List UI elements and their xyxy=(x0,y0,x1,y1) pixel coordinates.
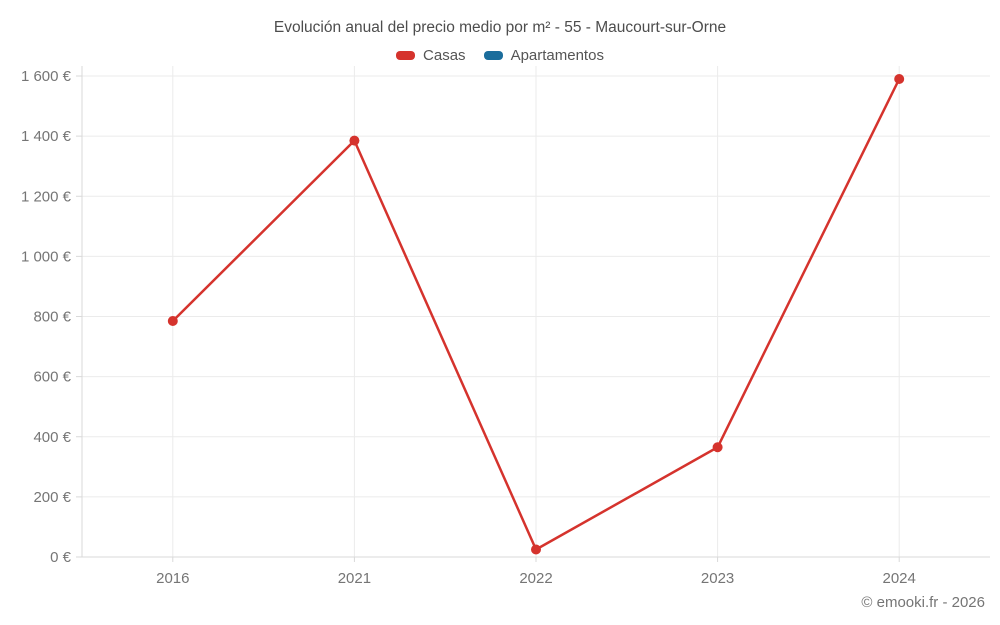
y-axis-tick-label: 200 € xyxy=(33,489,71,506)
legend-swatch-casas xyxy=(396,51,416,60)
data-point-2016[interactable] xyxy=(167,316,178,327)
y-axis-tick-label: 1 400 € xyxy=(21,128,72,145)
x-axis-tick-label: 2023 xyxy=(701,570,734,587)
data-point-2023[interactable] xyxy=(712,442,723,453)
x-axis-tick-label: 2021 xyxy=(338,570,371,587)
y-axis-tick-label: 800 € xyxy=(33,309,71,326)
legend-label: Casas xyxy=(423,47,466,64)
chart-legend: Casas Apartamentos xyxy=(0,47,1000,64)
y-axis-tick-label: 600 € xyxy=(33,369,71,386)
legend-item-casas[interactable]: Casas xyxy=(396,47,466,64)
copyright-credit: © emooki.fr - 2026 xyxy=(861,594,985,611)
x-axis-tick-label: 2016 xyxy=(156,570,189,587)
y-axis-tick-label: 1 000 € xyxy=(21,248,72,265)
legend-item-apartamentos[interactable]: Apartamentos xyxy=(483,47,604,64)
chart-title: Evolución anual del precio medio por m² … xyxy=(273,19,727,36)
y-axis-tick-label: 400 € xyxy=(33,429,71,446)
y-axis-tick-label: 1 200 € xyxy=(21,188,72,205)
data-point-2024[interactable] xyxy=(894,74,905,85)
data-point-2022[interactable] xyxy=(531,544,541,555)
y-axis-tick-label: 1 600 € xyxy=(21,68,72,85)
x-axis-tick-label: 2022 xyxy=(519,570,552,587)
legend-swatch-apartamentos xyxy=(483,51,503,60)
legend-label: Apartamentos xyxy=(510,47,604,64)
x-axis-tick-label: 2024 xyxy=(883,570,916,587)
y-axis-tick-label: 0 € xyxy=(50,549,72,566)
data-point-2021[interactable] xyxy=(349,135,360,146)
